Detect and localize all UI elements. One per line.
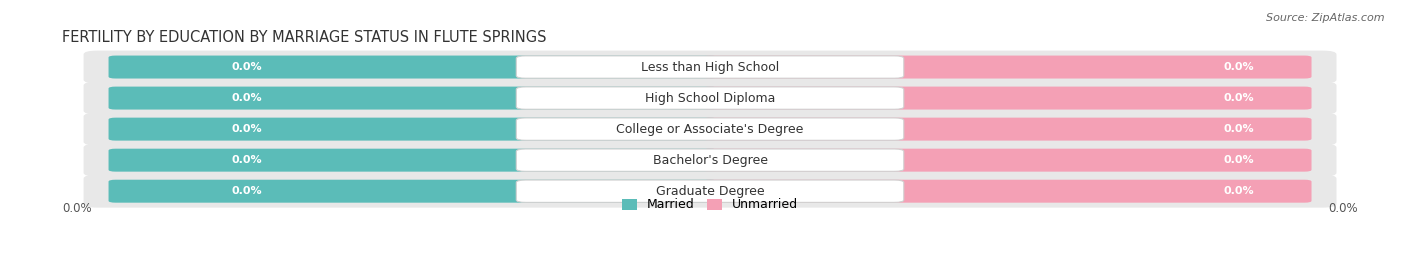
FancyBboxPatch shape (108, 87, 717, 109)
FancyBboxPatch shape (83, 175, 1337, 208)
Text: Less than High School: Less than High School (641, 61, 779, 73)
Text: 0.0%: 0.0% (231, 93, 262, 103)
FancyBboxPatch shape (83, 51, 1337, 83)
FancyBboxPatch shape (516, 180, 904, 202)
FancyBboxPatch shape (703, 118, 1312, 141)
Text: 0.0%: 0.0% (231, 62, 262, 72)
FancyBboxPatch shape (516, 56, 904, 78)
FancyBboxPatch shape (516, 118, 904, 140)
FancyBboxPatch shape (703, 180, 1312, 203)
FancyBboxPatch shape (108, 149, 717, 172)
Text: 0.0%: 0.0% (231, 186, 262, 196)
Text: FERTILITY BY EDUCATION BY MARRIAGE STATUS IN FLUTE SPRINGS: FERTILITY BY EDUCATION BY MARRIAGE STATU… (62, 30, 547, 45)
Text: 0.0%: 0.0% (1223, 62, 1254, 72)
FancyBboxPatch shape (83, 144, 1337, 177)
Text: 0.0%: 0.0% (62, 202, 91, 215)
Text: College or Associate's Degree: College or Associate's Degree (616, 123, 804, 136)
Text: High School Diploma: High School Diploma (645, 91, 775, 105)
Text: Graduate Degree: Graduate Degree (655, 185, 765, 198)
FancyBboxPatch shape (703, 87, 1312, 109)
Text: 0.0%: 0.0% (231, 155, 262, 165)
Text: 0.0%: 0.0% (1223, 124, 1254, 134)
FancyBboxPatch shape (83, 82, 1337, 115)
Legend: Married, Unmarried: Married, Unmarried (617, 193, 803, 217)
Text: 0.0%: 0.0% (1223, 93, 1254, 103)
FancyBboxPatch shape (108, 180, 717, 203)
FancyBboxPatch shape (703, 149, 1312, 172)
Text: Bachelor's Degree: Bachelor's Degree (652, 154, 768, 167)
FancyBboxPatch shape (516, 87, 904, 109)
Text: 0.0%: 0.0% (1223, 186, 1254, 196)
FancyBboxPatch shape (108, 118, 717, 141)
Text: 0.0%: 0.0% (1329, 202, 1358, 215)
Text: 0.0%: 0.0% (231, 124, 262, 134)
Text: Source: ZipAtlas.com: Source: ZipAtlas.com (1267, 13, 1385, 23)
FancyBboxPatch shape (83, 113, 1337, 146)
FancyBboxPatch shape (516, 149, 904, 171)
FancyBboxPatch shape (108, 56, 717, 79)
Text: 0.0%: 0.0% (1223, 155, 1254, 165)
FancyBboxPatch shape (703, 56, 1312, 79)
